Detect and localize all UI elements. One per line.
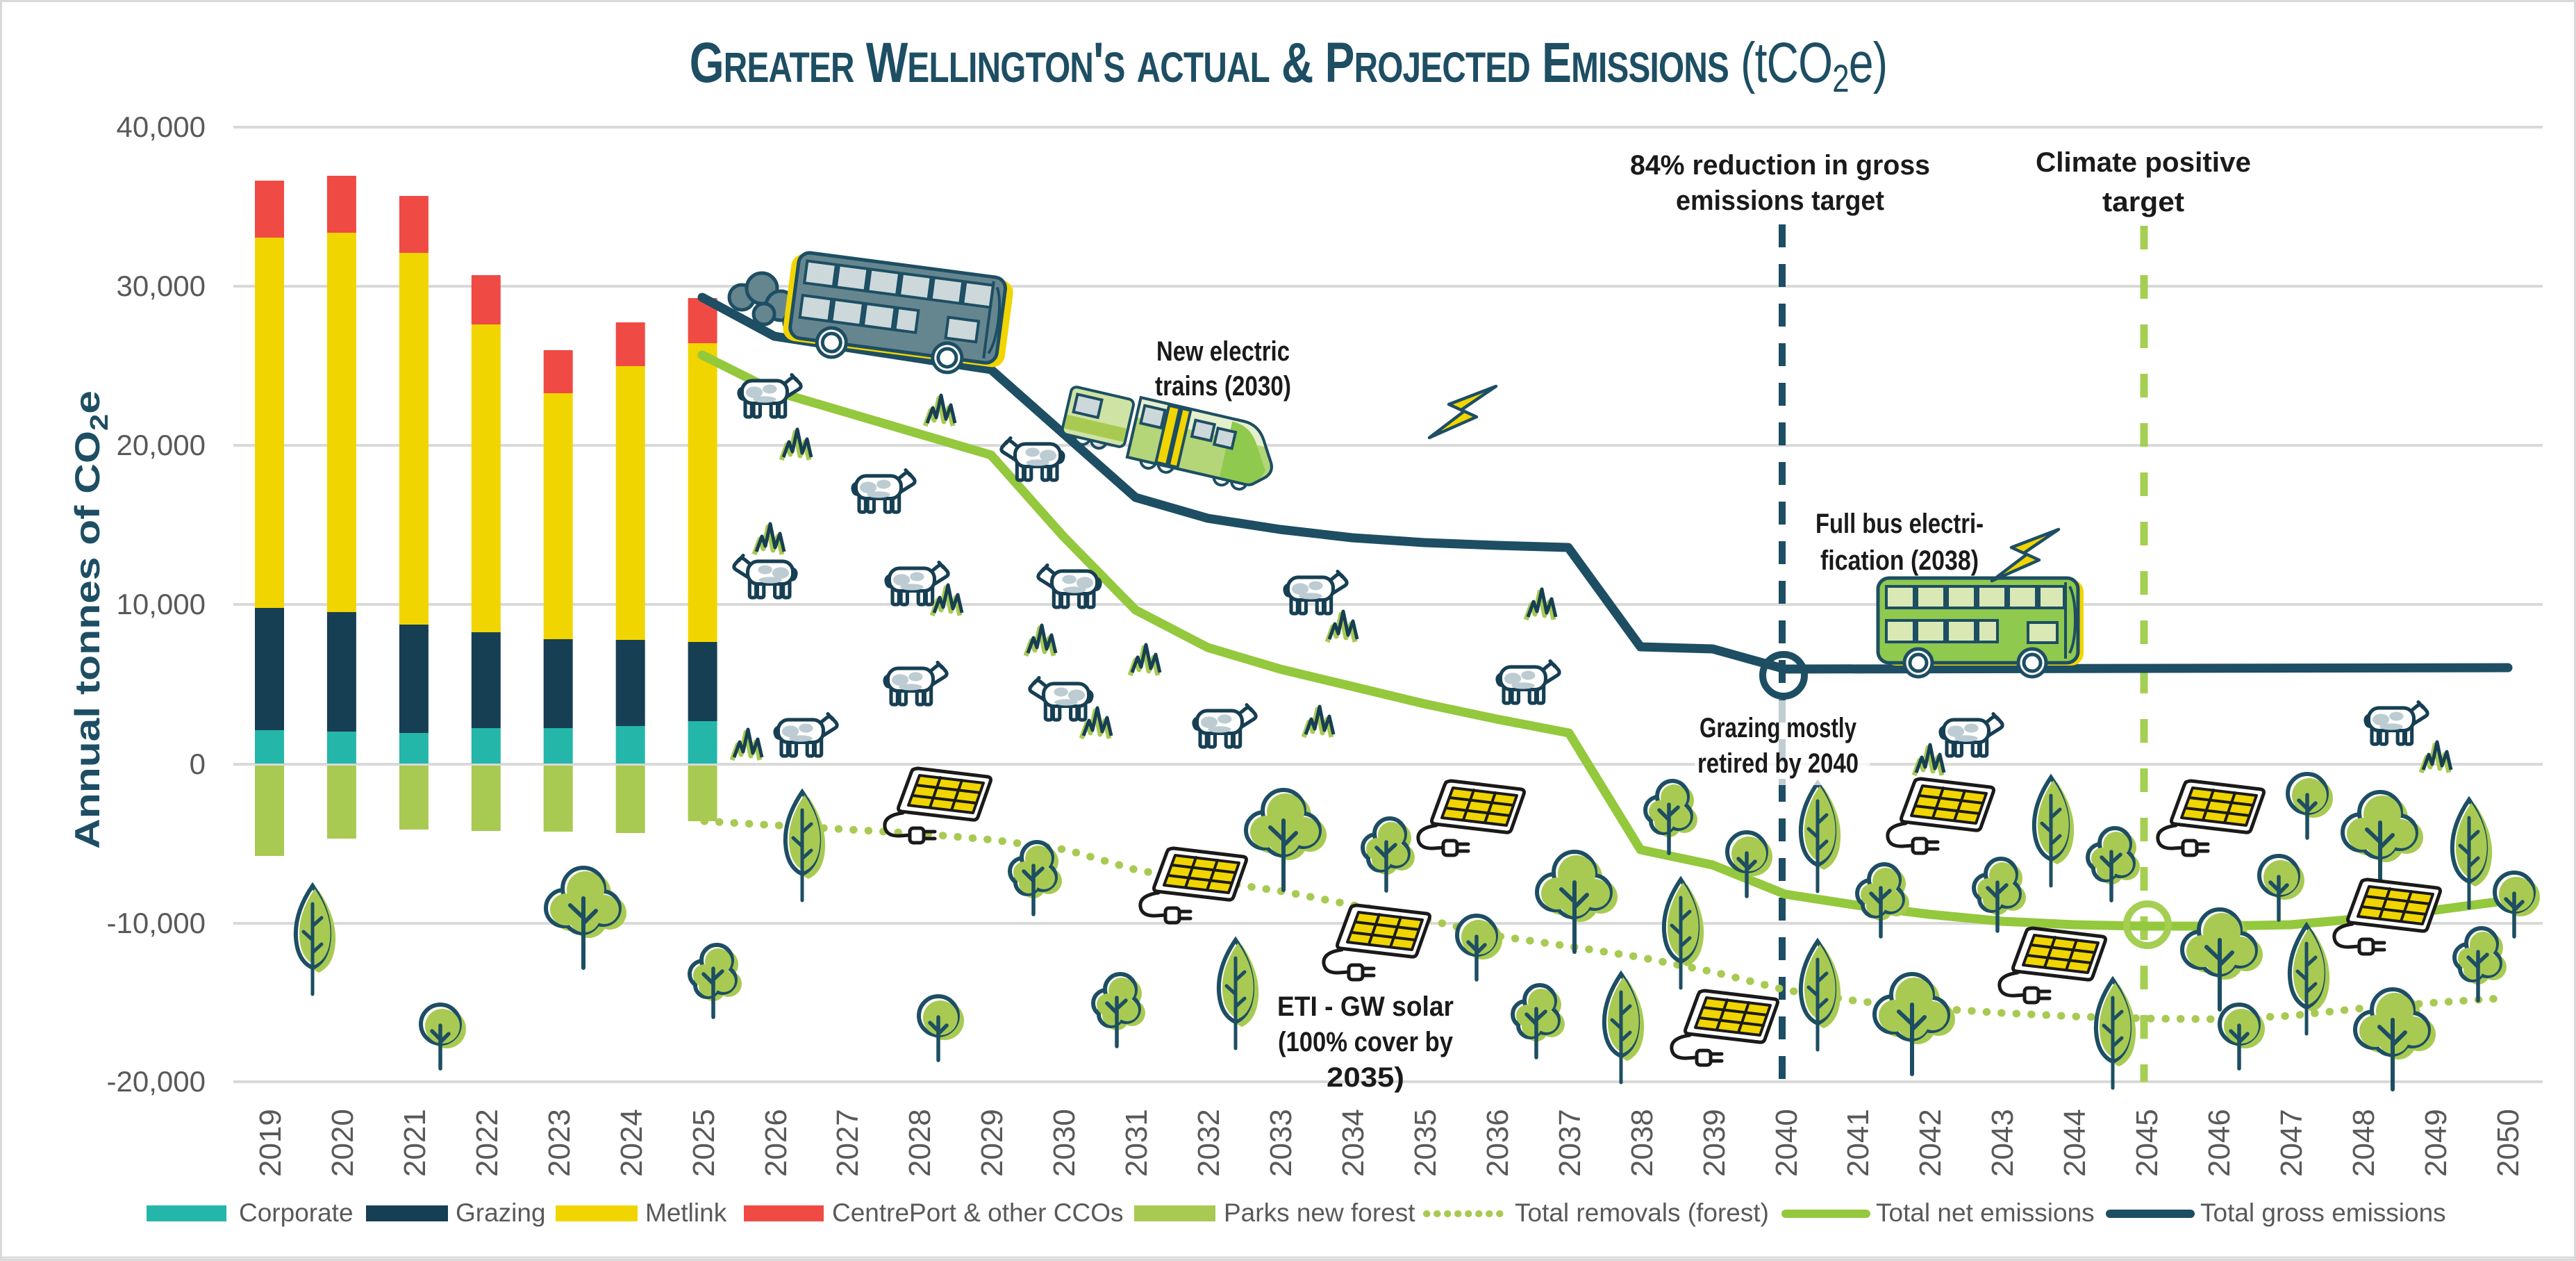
svg-text:2019: 2019 (254, 1109, 288, 1177)
svg-text:2033: 2033 (1264, 1109, 1298, 1177)
svg-text:-10,000: -10,000 (107, 907, 206, 939)
svg-text:2036: 2036 (1481, 1109, 1515, 1177)
svg-text:2035: 2035 (1409, 1109, 1443, 1177)
svg-text:2025: 2025 (687, 1109, 721, 1177)
svg-text:2032: 2032 (1192, 1109, 1226, 1177)
svg-text:Full bus electri-: Full bus electri- (1815, 509, 1984, 539)
svg-text:Annual tonnes of CO2e: Annual tonnes of CO2e (68, 390, 113, 849)
svg-text:84% reduction in gross: 84% reduction in gross (1630, 150, 1930, 181)
svg-text:emissions target: emissions target (1676, 186, 1884, 216)
svg-text:40,000: 40,000 (117, 110, 206, 143)
svg-text:Total gross emissions: Total gross emissions (2200, 1198, 2446, 1227)
svg-text:2021: 2021 (398, 1109, 432, 1177)
svg-text:trains (2030): trains (2030) (1155, 371, 1291, 402)
svg-text:2050: 2050 (2491, 1109, 2525, 1177)
svg-text:2031: 2031 (1120, 1109, 1154, 1177)
svg-text:2022: 2022 (470, 1109, 504, 1177)
svg-text:target: target (2102, 187, 2184, 217)
svg-text:20,000: 20,000 (117, 429, 206, 461)
svg-text:0: 0 (190, 748, 206, 780)
svg-text:2038: 2038 (1625, 1109, 1659, 1177)
svg-text:2043: 2043 (1986, 1109, 2020, 1177)
svg-text:2024: 2024 (615, 1109, 649, 1177)
svg-text:2026: 2026 (759, 1109, 793, 1177)
svg-text:New electric: New electric (1156, 336, 1290, 367)
svg-text:GREATER WELLINGTON'S ACTUAL &: GREATER WELLINGTON'S ACTUAL & PROJECTED … (690, 30, 1888, 100)
svg-text:2047: 2047 (2275, 1109, 2309, 1177)
svg-text:2034: 2034 (1336, 1109, 1370, 1177)
svg-text:2020: 2020 (326, 1109, 360, 1177)
svg-text:Total net emissions: Total net emissions (1876, 1198, 2095, 1227)
svg-text:2039: 2039 (1697, 1109, 1731, 1177)
svg-text:30,000: 30,000 (117, 270, 206, 302)
svg-text:fication (2038): fication (2038) (1820, 545, 1979, 576)
svg-text:-20,000: -20,000 (107, 1065, 206, 1098)
svg-text:2035): 2035) (1327, 1062, 1404, 1093)
svg-text:Parks new forest: Parks new forest (1224, 1198, 1415, 1227)
svg-text:2030: 2030 (1047, 1109, 1081, 1177)
svg-text:2041: 2041 (1841, 1109, 1875, 1177)
svg-text:ETI - GW solar: ETI - GW solar (1277, 991, 1454, 1022)
svg-text:Corporate: Corporate (239, 1198, 354, 1227)
svg-text:2037: 2037 (1553, 1109, 1587, 1177)
svg-text:2029: 2029 (975, 1109, 1009, 1177)
svg-text:2046: 2046 (2202, 1109, 2236, 1177)
svg-text:2045: 2045 (2130, 1109, 2164, 1177)
svg-text:Grazing mostly: Grazing mostly (1700, 713, 1857, 743)
svg-text:(100% cover by: (100% cover by (1278, 1027, 1454, 1057)
svg-text:Grazing: Grazing (456, 1198, 546, 1227)
svg-text:2027: 2027 (831, 1109, 865, 1177)
svg-text:2048: 2048 (2347, 1109, 2381, 1177)
svg-text:CentrePort & other CCOs: CentrePort & other CCOs (832, 1198, 1123, 1227)
svg-text:10,000: 10,000 (117, 588, 206, 620)
svg-text:Climate positive: Climate positive (2036, 147, 2251, 178)
svg-text:2040: 2040 (1770, 1109, 1804, 1177)
svg-text:2044: 2044 (2058, 1109, 2092, 1177)
svg-text:2023: 2023 (542, 1109, 576, 1177)
svg-text:Metlink: Metlink (645, 1198, 727, 1227)
svg-text:2042: 2042 (1913, 1109, 1947, 1177)
svg-text:2049: 2049 (2419, 1109, 2453, 1177)
svg-text:retired by 2040: retired by 2040 (1697, 748, 1859, 779)
svg-text:2028: 2028 (903, 1109, 937, 1177)
svg-text:Total removals (forest): Total removals (forest) (1515, 1198, 1769, 1227)
